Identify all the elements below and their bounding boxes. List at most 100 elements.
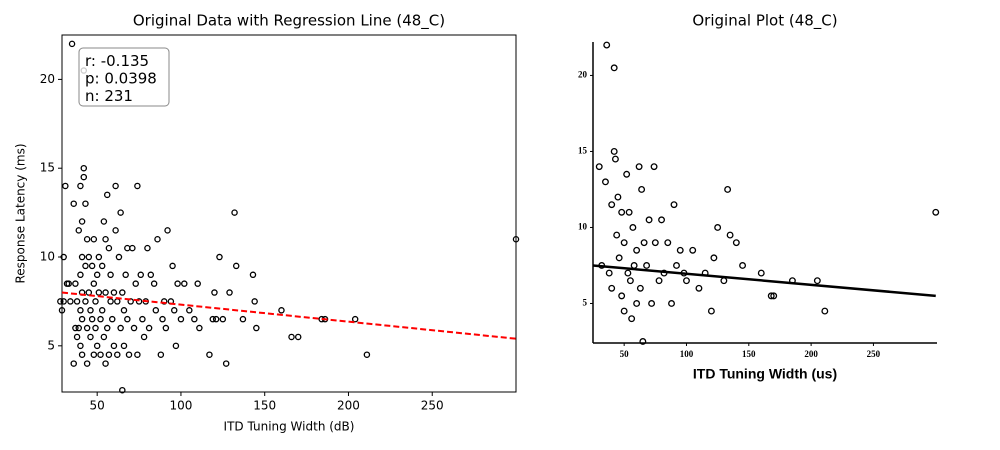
regression-line xyxy=(61,291,517,340)
data-point xyxy=(294,333,302,341)
data-point xyxy=(73,298,81,305)
y-tick-label: 5 xyxy=(583,298,588,308)
data-point xyxy=(68,40,76,48)
panel: Original Plot (48_C) 50 100 150 200 250 5 10 15 2… xyxy=(578,12,940,382)
data-point xyxy=(77,271,84,279)
data-point xyxy=(212,315,220,323)
data-point xyxy=(83,236,91,243)
data-point xyxy=(72,280,79,287)
x-tick-label: 50 xyxy=(90,399,105,413)
data-point xyxy=(162,324,170,332)
x-tick-label: 100 xyxy=(680,349,694,359)
data-point xyxy=(134,351,141,358)
annotation-box xyxy=(78,47,170,107)
data-point xyxy=(288,333,295,341)
data-point xyxy=(726,231,734,239)
data-point xyxy=(117,209,124,216)
data-point xyxy=(186,307,193,314)
data-point xyxy=(707,307,715,315)
data-point xyxy=(629,224,637,231)
data-point xyxy=(172,342,180,350)
data-point xyxy=(114,351,121,358)
data-point xyxy=(651,239,659,247)
data-point xyxy=(75,324,83,332)
data-point xyxy=(164,227,171,234)
data-point xyxy=(112,227,119,234)
annotation: n: 231 xyxy=(85,87,133,105)
annotation: r: -0.135 xyxy=(85,52,149,70)
data-point xyxy=(83,360,91,367)
data-point xyxy=(673,262,680,269)
data-point xyxy=(611,155,619,163)
data-point xyxy=(209,315,217,323)
data-point xyxy=(159,315,166,323)
data-point xyxy=(135,298,143,305)
data-point xyxy=(137,271,144,279)
data-point xyxy=(157,351,165,358)
data-point xyxy=(77,342,84,350)
data-point xyxy=(623,170,631,178)
data-point xyxy=(102,360,109,367)
data-point xyxy=(170,307,178,314)
data-point xyxy=(613,231,621,239)
data-point xyxy=(80,173,88,181)
data-point xyxy=(105,244,113,252)
data-point xyxy=(117,324,124,332)
y-tick-label: 20 xyxy=(578,70,588,80)
data-point xyxy=(102,289,109,296)
data-point xyxy=(67,298,74,305)
data-point xyxy=(90,280,98,287)
data-point xyxy=(114,298,121,305)
data-point xyxy=(231,209,238,216)
x-tick-label: 100 xyxy=(169,399,192,413)
y-tick-label: 5 xyxy=(47,338,55,352)
data-point xyxy=(58,307,66,314)
data-point xyxy=(100,218,108,225)
data-point xyxy=(767,292,775,300)
data-point xyxy=(689,246,697,254)
data-point xyxy=(122,271,129,279)
data-point xyxy=(196,324,203,332)
data-point xyxy=(720,277,728,285)
data-point xyxy=(103,191,111,199)
data-point xyxy=(77,307,84,314)
data-point xyxy=(78,253,86,261)
data-point xyxy=(648,300,656,307)
data-point xyxy=(658,216,666,224)
data-point xyxy=(636,284,644,292)
data-point xyxy=(103,324,111,332)
data-point xyxy=(618,292,626,300)
data-point xyxy=(628,315,636,323)
data-point xyxy=(603,41,611,49)
data-point xyxy=(181,280,188,287)
data-point xyxy=(714,224,722,231)
data-point xyxy=(194,280,201,287)
data-point xyxy=(72,324,79,332)
x-axis-label: ITD Tuning Width (us) xyxy=(693,366,837,382)
data-point xyxy=(139,315,146,323)
data-point xyxy=(98,262,106,270)
data-point xyxy=(87,333,94,341)
data-point xyxy=(125,351,133,358)
data-point xyxy=(595,163,603,171)
data-point xyxy=(932,208,940,216)
data-point xyxy=(757,269,765,277)
y-tick-label: 10 xyxy=(578,222,588,232)
data-point xyxy=(100,333,108,341)
data-point xyxy=(109,315,116,323)
data-point xyxy=(813,277,821,285)
data-point xyxy=(124,315,131,323)
data-point xyxy=(645,216,653,224)
data-point xyxy=(88,262,96,270)
data-point xyxy=(633,300,641,307)
data-point xyxy=(710,254,718,262)
x-tick-label: 50 xyxy=(620,349,630,359)
data-point xyxy=(211,289,218,296)
data-point xyxy=(140,333,148,341)
data-point xyxy=(70,200,77,207)
data-point xyxy=(222,360,230,367)
data-point xyxy=(169,262,176,270)
data-point xyxy=(618,208,626,216)
y-tick-label: 15 xyxy=(578,146,588,156)
